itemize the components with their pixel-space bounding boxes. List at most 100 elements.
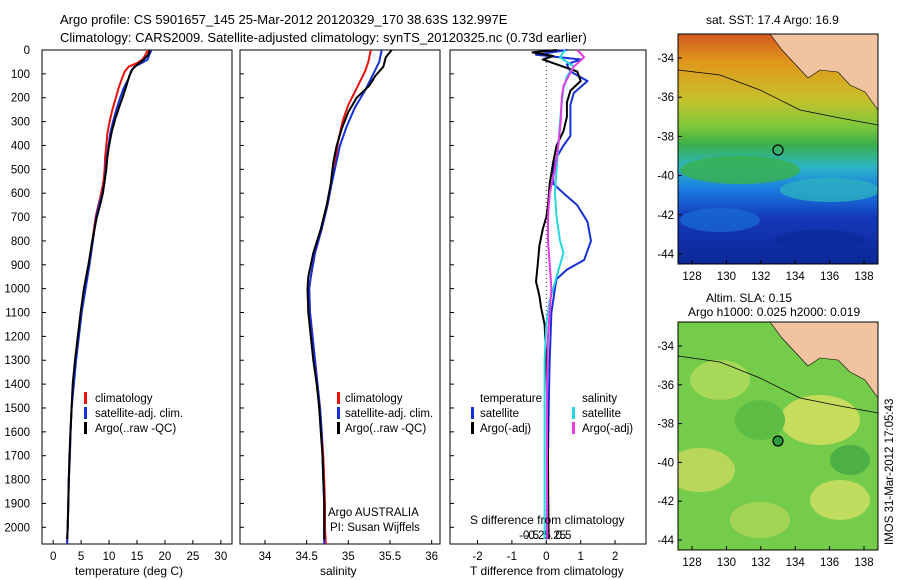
- map-y-tick-label: -34: [657, 53, 674, 65]
- depth-tick-label: 900: [11, 260, 30, 272]
- depth-tick-label: 1900: [4, 498, 30, 510]
- x-tick-label: 0: [50, 551, 56, 563]
- map-y-tick-label: -34: [657, 341, 674, 353]
- depth-tick-label: 1100: [5, 308, 30, 320]
- series-line-argo-raw-qc-: [306, 49, 393, 540]
- legend-salinity-title: salinity: [582, 393, 617, 405]
- depth-tick-label: 2000: [4, 522, 30, 534]
- sla-map-image: [678, 322, 878, 550]
- map-y-tick-label: -44: [657, 535, 674, 547]
- sla-map-frame: [677, 321, 879, 551]
- depth-tick-label: 100: [11, 69, 30, 81]
- legend-s-satellite: satellite: [582, 408, 621, 420]
- legend-climatology: climatology: [345, 393, 403, 405]
- depth-tick-label: 1800: [4, 475, 30, 487]
- x-tick-label: 25: [186, 551, 199, 563]
- difference-legend: temperature satellite Argo(-adj) salinit…: [471, 393, 633, 435]
- sla-map-title: Altim. SLA: 0.15: [706, 291, 792, 305]
- sst-map-frame: [677, 33, 879, 265]
- legend-swatch-satellite: [84, 407, 87, 419]
- depth-tick-label: 300: [11, 117, 30, 129]
- depth-tick-label: 1300: [4, 355, 30, 367]
- map-x-tick-label: 138: [854, 271, 873, 283]
- depth-tick-label: 1000: [4, 284, 30, 296]
- t-difference-xlabel: T difference from climatology: [470, 564, 624, 578]
- depth-tick-label: 1700: [4, 451, 30, 463]
- x-tick-label: 20: [159, 551, 172, 563]
- legend-climatology: climatology: [95, 393, 153, 405]
- depth-tick-label: 200: [11, 93, 30, 105]
- map-x-tick-label: 136: [820, 271, 839, 283]
- temperature-legend: climatology satellite-adj. clim. Argo(..…: [84, 392, 183, 435]
- map-x-tick-label: 138: [854, 557, 873, 569]
- map-x-tick-label: 128: [682, 271, 701, 283]
- map-y-tick-label: -36: [657, 92, 674, 104]
- series-line-s-argo-adj-: [546, 49, 586, 540]
- x-tick-label: 36: [425, 551, 438, 563]
- map-y-tick-label: -42: [657, 496, 674, 508]
- map-x-tick-label: 128: [682, 557, 701, 569]
- legend-swatch-s-argo: [572, 422, 575, 434]
- map-x-tick-label: 134: [786, 271, 806, 283]
- series-line-t-argo-adj-: [531, 49, 582, 540]
- legend-swatch-t-satellite: [471, 407, 474, 419]
- legend-swatch-satellite: [337, 407, 340, 419]
- x-tick-label: 10: [103, 551, 116, 563]
- series-line-argo-raw-qc-: [66, 49, 151, 540]
- legend-swatch-argo: [84, 422, 87, 434]
- argo-location-marker: [772, 435, 784, 447]
- depth-tick-label: 1600: [4, 427, 30, 439]
- map-y-tick-label: -42: [657, 210, 674, 222]
- imos-timestamp: IMOS 31-Mar-2012 17:05:43: [884, 399, 896, 545]
- x-tick-label: 35.5: [379, 551, 401, 563]
- depth-tick-label: 400: [11, 140, 30, 152]
- map-y-tick-label: -36: [657, 380, 674, 392]
- sst-map-axes: -34 -36 -38 -40 -42 -44 128 130 132 134 136 138: [657, 53, 873, 283]
- legend-satellite-adj: satellite-adj. clim.: [95, 408, 183, 420]
- map-y-tick-label: -40: [657, 457, 674, 469]
- depth-tick-label: 800: [11, 236, 30, 248]
- x-tick-label: 1: [577, 551, 583, 563]
- x-tick-label: 35: [342, 551, 355, 563]
- legend-t-argo: Argo(-adj): [480, 423, 531, 435]
- x-tick-label: -1: [507, 551, 517, 563]
- argo-location-marker: [772, 144, 784, 156]
- depth-tick-label: 700: [11, 212, 30, 224]
- s-difference-xlabel: S difference from climatology: [470, 513, 625, 527]
- sla-map-subtitle: Argo h1000: 0.025 h2000: 0.019: [688, 305, 860, 319]
- x-tick-label: 2: [612, 551, 618, 563]
- series-line-climatology: [308, 49, 372, 545]
- series-line-t-satellite: [535, 49, 592, 540]
- map-x-tick-label: 136: [820, 557, 839, 569]
- x-tick-label: 5: [78, 551, 84, 563]
- depth-tick-label: 1200: [4, 331, 30, 343]
- argo-pi-label: PI: Susan Wijffels: [330, 522, 420, 534]
- legend-argo: Argo(..raw -QC): [345, 423, 426, 435]
- map-y-tick-label: -38: [657, 419, 674, 431]
- profile-title: Argo profile: CS 5901657_145 25-Mar-2012…: [60, 12, 508, 27]
- map-x-tick-label: 132: [751, 271, 770, 283]
- depth-tick-label: 600: [11, 188, 30, 200]
- map-x-tick-label: 130: [717, 557, 736, 569]
- series-line-climatology: [66, 49, 150, 545]
- salinity-legend: climatology satellite-adj. clim. Argo(..…: [337, 392, 433, 435]
- climatology-title: Climatology: CARS2009. Satellite-adjuste…: [60, 30, 587, 45]
- sla-map-axes: -34 -36 -38 -40 -42 -44 128 130 132 134 136 138: [657, 341, 873, 569]
- x-tick-label: 34.5: [295, 551, 317, 563]
- legend-swatch-climatology: [337, 392, 340, 404]
- depth-axis: 0 100 200 300 400 500 600 700 800 900 1000 1100 1200…: [4, 45, 454, 534]
- legend-satellite-adj: satellite-adj. clim.: [345, 408, 433, 420]
- map-y-tick-label: -44: [657, 249, 674, 261]
- sst-map-title: sat. SST: 17.4 Argo: 16.9: [706, 13, 839, 27]
- map-x-tick-label: 132: [751, 557, 770, 569]
- legend-swatch-s-satellite: [572, 407, 575, 419]
- legend-swatch-argo: [337, 422, 340, 434]
- x-tick-label: 30: [214, 551, 227, 563]
- legend-s-argo: Argo(-adj): [582, 423, 633, 435]
- map-y-tick-label: -38: [657, 131, 674, 143]
- legend-t-satellite: satellite: [480, 408, 519, 420]
- legend-swatch-t-argo: [471, 422, 474, 434]
- salinity-axes-frame: [239, 49, 441, 545]
